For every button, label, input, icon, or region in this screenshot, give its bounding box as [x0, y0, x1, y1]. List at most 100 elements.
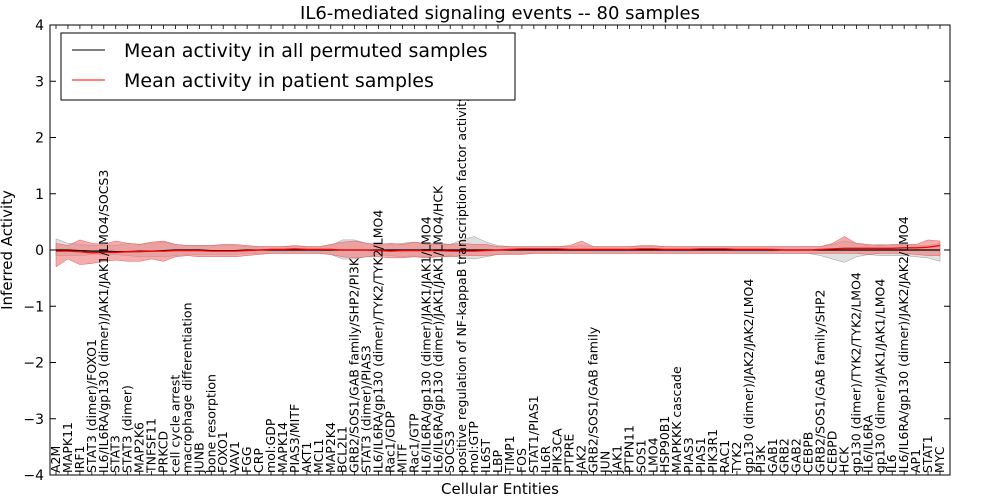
- legend-box: [60, 32, 516, 101]
- x-tick-label: STAT3 (dimer): [120, 385, 135, 473]
- x-tick-label: IL6/IL6RA/gp130 (dimer)/JAK1/JAK1/LMO4: [418, 216, 433, 473]
- legend: Mean activity in all permuted samples Me…: [60, 32, 516, 101]
- y-axis-ticks: −4 −3 −2 −1 0 1 2 3 4: [23, 18, 950, 484]
- x-tick-label: STAT3 (dimer)/PIAS3: [359, 345, 374, 473]
- x-tick-label: MAPK14: [275, 422, 290, 473]
- x-tick-label: TNFSF11: [144, 418, 159, 474]
- x-tick-label: SOCS3: [442, 431, 457, 473]
- band-patient: [55, 236, 941, 268]
- x-tick-label: MITF: [394, 444, 409, 473]
- y-tick-label: 4: [35, 18, 44, 34]
- x-tick-label: RAC1: [717, 440, 732, 473]
- x-tick-label: positive regulation of NF-kappaB transcr…: [454, 94, 469, 473]
- x-tick-label: JUNB: [191, 442, 206, 474]
- x-tick-label: macrophage differentiation: [179, 302, 194, 473]
- x-tick-label: PTPN11: [621, 425, 636, 473]
- x-tick-label: IL6/IL6RA/gp130 (dimer)/JAK1/JAK1/LMO4/S…: [96, 170, 111, 473]
- legend-label-patient: Mean activity in patient samples: [124, 70, 434, 92]
- x-tick-label: CEBPD: [825, 431, 840, 473]
- plot-frame: [49, 24, 951, 476]
- x-tick-label: GAB2: [789, 438, 804, 473]
- x-tick-label: FGG: [239, 446, 254, 473]
- x-tick-label: IL6/IL6RA: [860, 414, 875, 473]
- x-tick-label: PIK3CA: [550, 428, 565, 473]
- x-tick-label: IL6/IL6RA/gp130 (dimer)/TYK2/TYK2/LMO4: [371, 210, 386, 473]
- x-tick-label: HSP90B1: [657, 416, 672, 473]
- x-tick-label: IL6ST: [478, 439, 493, 474]
- x-tick-label: JAK2: [574, 445, 589, 474]
- chart-title: IL6-mediated signaling events -- 80 samp…: [300, 3, 700, 24]
- x-tick-label: AKT1: [299, 442, 314, 473]
- x-tick-label: PIK3R1: [705, 429, 720, 473]
- x-tick-label: AP1: [908, 449, 923, 473]
- x-tick-label: JUN: [598, 451, 613, 474]
- x-tick-label: IL6/IL6RA/gp130 (dimer)/JAK1/JAK1/LMO4/H…: [430, 185, 445, 473]
- x-tick-label: STAT3 (dimer)/FOXO1: [84, 339, 99, 473]
- x-tick-label: gp130 (dimer)/JAK1/JAK1/LMO4: [872, 279, 887, 473]
- x-tick-label: mol:GDP: [263, 418, 278, 473]
- x-tick-label: PIAS3: [681, 437, 696, 473]
- x-tick-label: SOS1: [633, 439, 648, 473]
- x-tick-label: PTPRE: [562, 434, 577, 473]
- x-tick-label: STAT3: [108, 435, 123, 473]
- x-tick-label: PI3K: [753, 445, 768, 473]
- x-tick-label: TIMP1: [502, 435, 517, 474]
- x-tick-label: PRKCD: [156, 431, 171, 473]
- y-tick-label: −4: [23, 468, 44, 484]
- x-tick-label: GRB2: [777, 438, 792, 473]
- x-tick-label: LMO4: [645, 437, 660, 473]
- x-tick-label: Rac1/GTP: [406, 413, 421, 473]
- y-tick-label: −1: [23, 299, 44, 315]
- x-tick-label: VAV1: [227, 441, 242, 473]
- x-tick-label: IL6/IL6RA/gp130 (dimer)/JAK2/JAK2/LMO4: [896, 216, 911, 473]
- legend-label-permuted: Mean activity in all permuted samples: [124, 40, 487, 62]
- x-tick-label: gp130 (dimer)/TYK2/TYK2/LMO4: [848, 272, 863, 473]
- y-tick-label: −3: [23, 412, 44, 428]
- y-tick-label: 1: [35, 187, 44, 203]
- x-tick-label: GAB1: [765, 438, 780, 473]
- x-tick-label: PIAS1: [693, 437, 708, 473]
- confidence-bands: [55, 236, 941, 268]
- x-tick-label: PIAS3/MITF: [287, 404, 302, 473]
- x-tick-label: MAPK11: [60, 422, 75, 473]
- x-tick-label: A2M: [48, 446, 63, 473]
- x-tick-label: LBP: [490, 449, 505, 473]
- x-tick-label: GRB2/SOS1/GAB family/SHP2/PI3K: [347, 257, 362, 473]
- x-tick-label: IRF1: [72, 445, 87, 473]
- y-tick-label: 2: [35, 131, 44, 147]
- x-tick-label: HCK: [836, 446, 851, 473]
- x-tick-label: MCL1: [311, 439, 326, 473]
- series-lines: [56, 244, 941, 254]
- x-tick-label: CEBPB: [801, 432, 816, 473]
- x-tick-label: TYK2: [729, 442, 744, 474]
- x-tick-label: MAP2K4: [323, 422, 338, 473]
- x-tick-label: GRB2/SOS1/GAB family/SHP2: [813, 290, 828, 473]
- x-tick-label: cell cycle arrest: [168, 375, 183, 473]
- x-axis-label: Cellular Entities: [441, 480, 559, 498]
- x-tick-label: IL6R: [538, 445, 553, 473]
- x-tick-label: GRB2/SOS1/GAB family: [586, 326, 601, 473]
- y-axis-label: Inferred Activity: [0, 190, 16, 310]
- y-tick-label: 3: [35, 74, 44, 90]
- x-tick-label: FOS: [514, 448, 529, 473]
- x-tick-label: mol:GTP: [466, 421, 481, 473]
- x-tick-label: MAPKKK cascade: [669, 366, 684, 473]
- x-tick-label: BCL2L1: [335, 426, 350, 473]
- y-tick-label: 0: [35, 243, 44, 259]
- x-tick-label: gp130 (dimer)/JAK2/JAK2/LMO4: [741, 279, 756, 473]
- x-tick-label: MAP2K6: [132, 422, 147, 473]
- x-tick-label: CRP: [251, 448, 266, 473]
- line-patient: [56, 244, 941, 254]
- x-axis-ticks: [55, 25, 941, 475]
- x-tick-label: FOXO1: [215, 431, 230, 473]
- y-tick-label: −2: [23, 356, 44, 372]
- x-tick-label: STAT1: [920, 435, 935, 473]
- x-tick-label: Rac1/GDP: [383, 411, 398, 473]
- x-tick-label: JAK1: [610, 445, 625, 474]
- x-tick-label: MYC: [932, 446, 947, 473]
- x-tick-label: IL6: [884, 454, 899, 473]
- x-tick-label: STAT1/PIAS1: [526, 395, 541, 473]
- x-tick-label: bone resorption: [203, 374, 218, 473]
